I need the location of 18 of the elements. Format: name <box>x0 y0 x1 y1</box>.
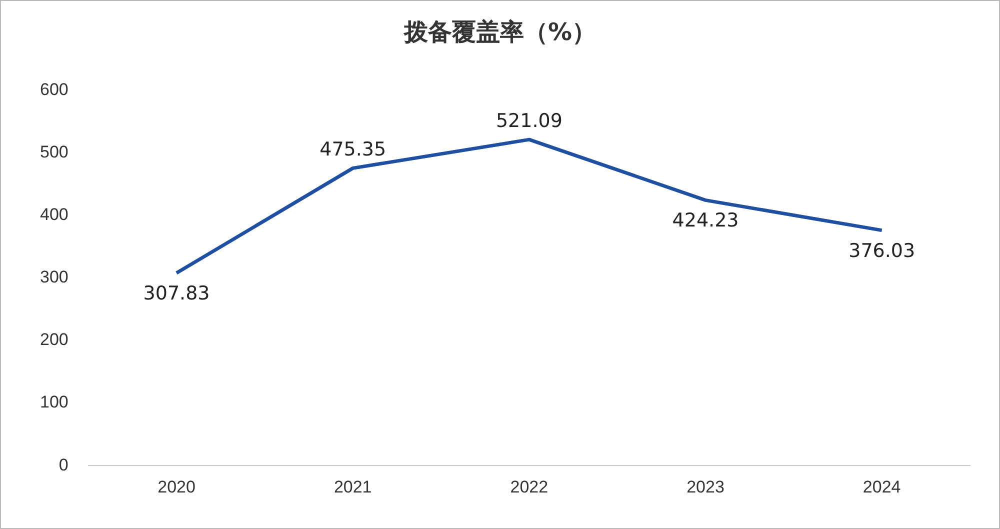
y-tick-label: 600 <box>40 80 68 99</box>
data-label: 376.03 <box>848 240 916 262</box>
chart-title: 拨备覆盖率（%） <box>402 17 598 48</box>
x-tick-label: 2021 <box>334 477 372 496</box>
x-tick-label: 2023 <box>686 477 724 496</box>
data-label: 521.09 <box>496 110 562 132</box>
data-label: 475.35 <box>320 138 386 161</box>
y-tick-label: 400 <box>40 205 68 224</box>
y-tick-label: 200 <box>40 330 68 350</box>
y-tick-label: 500 <box>40 142 68 162</box>
x-tick-label: 2020 <box>158 477 196 496</box>
y-tick-label: 100 <box>40 392 68 412</box>
y-tick-label: 300 <box>40 268 68 287</box>
x-tick-label: 2024 <box>862 477 901 496</box>
x-tick-label: 2022 <box>510 477 548 496</box>
y-tick-label: 0 <box>58 455 68 474</box>
data-label: 424.23 <box>672 210 739 232</box>
data-label: 307.83 <box>143 282 210 304</box>
